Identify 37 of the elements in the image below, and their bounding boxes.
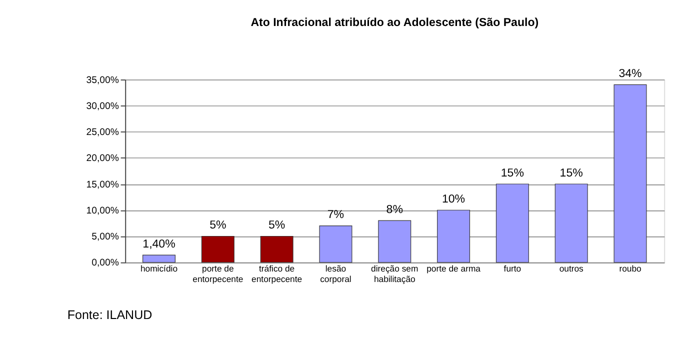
y-tick-label: 20,00% [86, 153, 120, 164]
x-tick-label: outros [559, 264, 584, 274]
bar [319, 226, 352, 263]
x-tick-label: roubo [619, 264, 642, 274]
data-label: 10% [442, 193, 466, 206]
y-tick-label: 35,00% [86, 74, 120, 86]
data-label: 5% [268, 220, 286, 232]
bar [554, 184, 588, 263]
y-tick-label: 25,00% [86, 127, 120, 138]
data-label: 15% [500, 167, 524, 180]
y-tick-label: 30,00% [86, 100, 120, 112]
x-tick-label: porte de entorpecente [192, 264, 244, 284]
data-label: 5% [210, 220, 226, 232]
chart-title: Ato Infracional atribuído ao Adolescente (São Paulo) [250, 17, 539, 29]
data-label: 34% [618, 68, 642, 80]
data-label: 7% [327, 209, 344, 222]
bar [496, 184, 529, 263]
y-tick-label: 0,00% [92, 258, 120, 269]
bar [142, 254, 176, 263]
data-label: 15% [560, 167, 583, 180]
y-tick-label: 5,00% [92, 232, 120, 243]
bar [260, 236, 294, 263]
x-tick-label: direção sem habilitação [371, 264, 418, 284]
bar [437, 210, 470, 263]
bar [378, 220, 412, 263]
y-tick-label: 10,00% [86, 205, 120, 216]
x-tick-label: lesão corporal [320, 264, 352, 284]
bar [201, 236, 234, 263]
data-label: 1,40% [142, 238, 176, 250]
x-tick-label: homicídio [140, 264, 178, 274]
x-tick-label: tráfico de entorpecente [252, 264, 302, 284]
source-note: Fonte: ILANUD [67, 308, 152, 322]
x-tick-label: furto [504, 264, 522, 274]
y-tick-label: 15,00% [86, 179, 120, 190]
x-tick-label: porte de arma [426, 264, 481, 274]
bar [614, 84, 647, 263]
data-label: 8% [386, 204, 403, 216]
